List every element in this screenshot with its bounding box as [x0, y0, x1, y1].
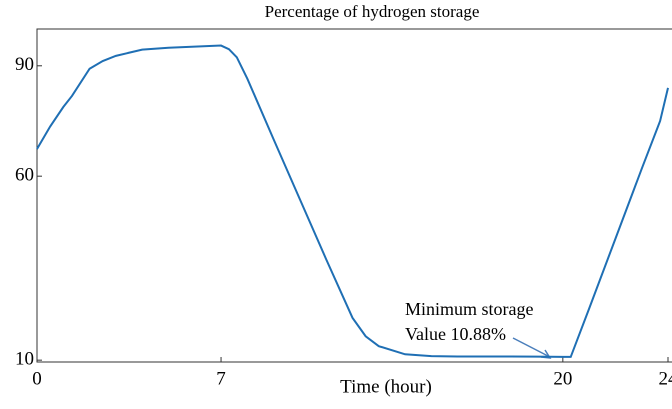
annotation: Value 10.88%	[405, 324, 506, 344]
y-tick-label: 60	[15, 165, 34, 186]
chart-title: Percentage of hydrogen storage	[265, 2, 480, 21]
x-tick-label: 7	[216, 368, 226, 389]
data-line	[36, 44, 669, 358]
x-axis-label: Time (hour)	[340, 376, 432, 397]
plot-frame	[36, 28, 672, 363]
annotation: Minimum storage	[405, 299, 534, 319]
x-tick-label: 24	[659, 368, 672, 389]
x-tick-label: 0	[32, 368, 42, 389]
y-tick-label: 10	[15, 349, 34, 370]
x-tick-label: 20	[553, 368, 572, 389]
y-tick-label: 90	[15, 54, 34, 75]
annotation-arrow	[512, 337, 549, 357]
